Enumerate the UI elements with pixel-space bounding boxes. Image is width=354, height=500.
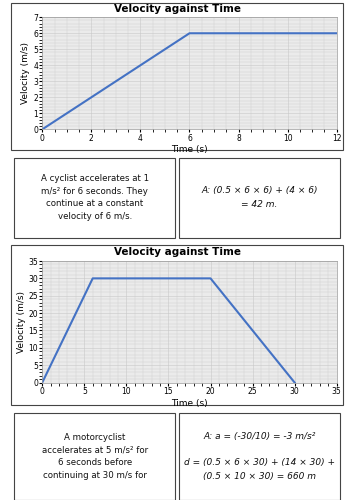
Text: A: a = (-30/10) = -3 m/s²

d = (0.5 × 6 × 30) + (14 × 30) +
(0.5 × 10 × 30) = 66: A: a = (-30/10) = -3 m/s² d = (0.5 × 6 ×…: [184, 432, 335, 480]
Text: A cyclist accelerates at 1
m/s² for 6 seconds. They
continue at a constant
veloc: A cyclist accelerates at 1 m/s² for 6 se…: [41, 174, 149, 221]
X-axis label: Time (s): Time (s): [171, 146, 208, 154]
Text: A motorcyclist
accelerates at 5 m/s² for
6 seconds before
continuing at 30 m/s f: A motorcyclist accelerates at 5 m/s² for…: [42, 433, 148, 480]
Y-axis label: Velocity (m/s): Velocity (m/s): [21, 42, 30, 104]
Text: Velocity against Time: Velocity against Time: [114, 4, 240, 14]
Text: Velocity against Time: Velocity against Time: [114, 247, 240, 257]
X-axis label: Time (s): Time (s): [171, 398, 208, 407]
Y-axis label: Velocity (m/s): Velocity (m/s): [17, 291, 25, 353]
Text: A: (0.5 × 6 × 6) + (4 × 6)
= 42 m.: A: (0.5 × 6 × 6) + (4 × 6) = 42 m.: [201, 186, 318, 208]
